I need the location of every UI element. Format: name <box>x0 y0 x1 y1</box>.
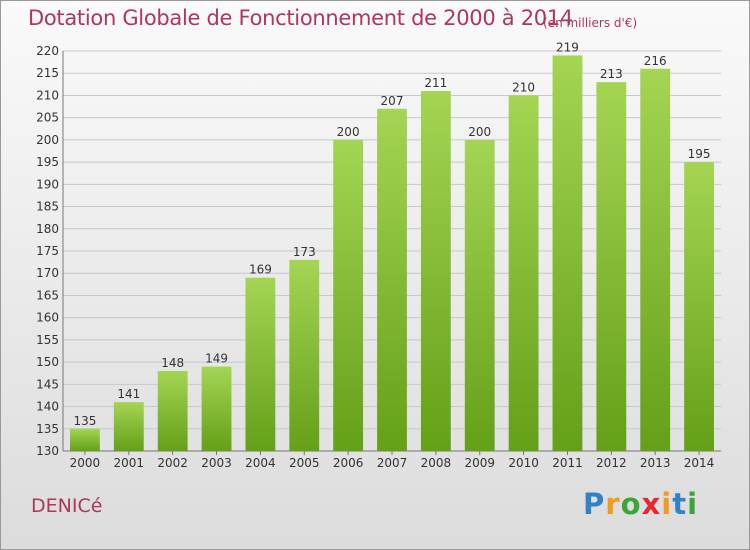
y-tick-label: 180 <box>36 222 59 236</box>
bar <box>333 139 364 451</box>
y-tick-label: 145 <box>36 377 59 391</box>
y-tick-label: 165 <box>36 288 59 302</box>
y-tick-label: 205 <box>36 111 59 125</box>
bar <box>377 108 407 452</box>
y-tick-label: 130 <box>36 444 59 458</box>
x-tick-label: 2005 <box>289 456 320 470</box>
x-tick-label: 2006 <box>333 456 364 470</box>
y-tick-label: 195 <box>36 155 59 169</box>
logo-letter: i <box>687 487 699 521</box>
y-tick-label: 150 <box>36 355 59 369</box>
x-tick-label: 2009 <box>464 456 495 470</box>
logo-letter: t <box>672 487 688 521</box>
y-tick-label: 175 <box>36 244 59 258</box>
y-tick-label: 220 <box>36 44 59 58</box>
data-label: 195 <box>688 147 711 161</box>
data-label: 207 <box>381 94 404 108</box>
bar <box>157 371 188 451</box>
y-tick-label: 215 <box>36 66 59 80</box>
bar <box>420 91 451 451</box>
logo-letter: r <box>605 487 621 521</box>
bar <box>684 162 714 451</box>
x-tick-label: 2004 <box>245 456 276 470</box>
y-tick-label: 190 <box>36 177 59 191</box>
logo-letter: i <box>661 487 673 521</box>
logo-letter: o <box>620 487 642 521</box>
proxiti-logo[interactable]: Proxiti <box>583 487 698 521</box>
bar <box>70 428 100 451</box>
data-label: 211 <box>424 76 447 90</box>
town-name: DENICé <box>31 495 103 517</box>
bar <box>245 277 276 451</box>
logo-letter: P <box>583 487 606 521</box>
data-label: 200 <box>468 125 491 139</box>
x-tick-label: 2008 <box>421 456 452 470</box>
bar <box>113 402 144 451</box>
bar <box>640 68 671 452</box>
data-label: 141 <box>117 387 140 401</box>
bar <box>508 95 539 451</box>
y-tick-label: 135 <box>36 422 59 436</box>
data-label: 135 <box>73 414 96 428</box>
x-tick-label: 2012 <box>596 456 627 470</box>
y-tick-label: 185 <box>36 200 59 214</box>
x-tick-label: 2011 <box>552 456 583 470</box>
data-label: 173 <box>293 245 316 259</box>
data-label: 148 <box>161 356 184 370</box>
data-label: 200 <box>337 125 360 139</box>
logo-letter: x <box>641 487 662 521</box>
bar <box>289 259 320 451</box>
y-tick-label: 155 <box>36 333 59 347</box>
y-tick-label: 160 <box>36 311 59 325</box>
x-tick-label: 2010 <box>508 456 539 470</box>
bar <box>464 139 495 451</box>
bar <box>552 55 583 451</box>
x-tick-label: 2003 <box>201 456 232 470</box>
y-tick-label: 210 <box>36 88 59 102</box>
y-tick-label: 200 <box>36 133 59 147</box>
data-label: 213 <box>600 67 623 81</box>
x-tick-label: 2007 <box>377 456 408 470</box>
x-tick-label: 2000 <box>70 456 101 470</box>
data-label: 216 <box>644 54 667 68</box>
bar <box>201 366 232 451</box>
chart-subtitle: (en milliers d'€) <box>543 16 638 30</box>
x-tick-label: 2013 <box>640 456 671 470</box>
data-label: 210 <box>512 80 535 94</box>
chart-title: Dotation Globale de Fonctionnement de 20… <box>28 6 573 30</box>
y-tick-label: 140 <box>36 400 59 414</box>
data-label: 219 <box>556 40 579 54</box>
data-label: 169 <box>249 263 272 277</box>
y-tick-label: 170 <box>36 266 59 280</box>
x-tick-label: 2014 <box>684 456 715 470</box>
x-tick-label: 2001 <box>114 456 145 470</box>
bar <box>596 82 627 451</box>
data-label: 149 <box>205 352 228 366</box>
x-tick-label: 2002 <box>157 456 188 470</box>
